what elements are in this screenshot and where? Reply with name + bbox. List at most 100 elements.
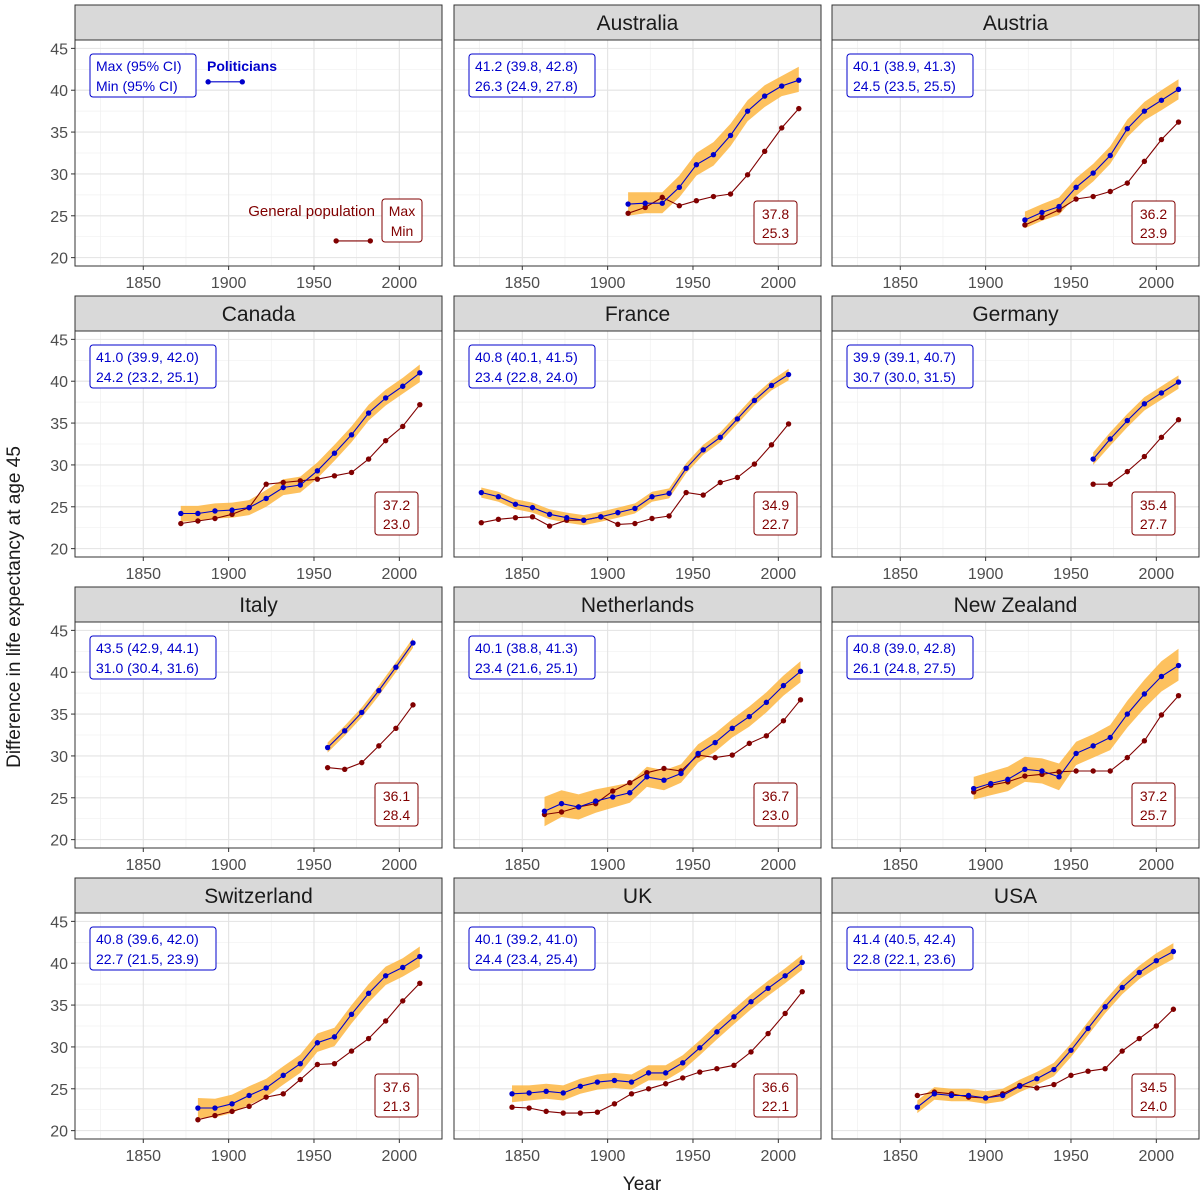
population-annotation-box bbox=[753, 782, 798, 827]
politicians-point bbox=[610, 794, 616, 800]
panel-title: Germany bbox=[972, 303, 1059, 326]
legend-politicians-sample-point bbox=[239, 79, 245, 85]
x-tick-label: 1950 bbox=[296, 275, 332, 292]
politicians-point bbox=[678, 770, 684, 777]
general-population-point bbox=[628, 1091, 635, 1097]
politicians-point bbox=[229, 1101, 235, 1107]
x-tick-label: 1950 bbox=[675, 1148, 711, 1165]
panel-border bbox=[453, 912, 822, 1140]
politicians-point bbox=[1068, 1047, 1074, 1053]
y-tick-label: 30 bbox=[50, 167, 68, 184]
politicians-annotation-box bbox=[846, 53, 974, 98]
general-population-point bbox=[1073, 196, 1079, 202]
politicians-max-label: 40.1 (38.8, 41.3) bbox=[475, 640, 578, 656]
politicians-point bbox=[246, 1092, 252, 1099]
politicians-annotation-box bbox=[468, 926, 596, 971]
general-population-line bbox=[1024, 121, 1179, 226]
politicians-point bbox=[779, 83, 785, 89]
legend-min-ci-label: Min (95% CI) bbox=[96, 78, 178, 94]
politicians-point bbox=[263, 495, 269, 502]
politicians-line bbox=[1092, 381, 1179, 460]
general-population-point bbox=[632, 520, 638, 527]
general-population-point bbox=[543, 1108, 549, 1115]
politicians-point bbox=[676, 184, 683, 191]
general-population-point bbox=[1124, 180, 1131, 186]
general-population-point bbox=[1068, 1072, 1074, 1079]
panel-title: New Zealand bbox=[954, 594, 1078, 617]
general-population-line bbox=[511, 991, 803, 1114]
general-population-point bbox=[714, 1065, 720, 1072]
politicians-point bbox=[751, 397, 758, 404]
politicians-max-label: 40.8 (40.1, 41.5) bbox=[475, 349, 578, 365]
general-population-point bbox=[1141, 453, 1148, 460]
politicians-annotation-box bbox=[89, 344, 217, 389]
general-population-point bbox=[710, 193, 717, 200]
x-tick-label: 2000 bbox=[1139, 1148, 1175, 1165]
politicians-point bbox=[729, 725, 735, 732]
politicians-point bbox=[563, 514, 570, 521]
politicians-point bbox=[1107, 436, 1113, 442]
politicians-point bbox=[509, 1091, 515, 1097]
politicians-point bbox=[280, 484, 286, 491]
politicians-point bbox=[376, 687, 382, 694]
population-max-label: 34.9 bbox=[762, 497, 789, 513]
politicians-point bbox=[700, 447, 706, 453]
panel-border bbox=[74, 330, 443, 558]
general-population-point bbox=[178, 520, 184, 527]
y-tick-label: 35 bbox=[50, 707, 68, 724]
politicians-point bbox=[229, 507, 235, 513]
politicians-point bbox=[575, 804, 582, 810]
x-tick-label: 1850 bbox=[125, 566, 161, 583]
panel-strip bbox=[831, 4, 1200, 41]
x-tick-label: 1950 bbox=[296, 857, 332, 874]
politicians-point bbox=[1175, 86, 1182, 93]
general-population-line bbox=[327, 704, 414, 770]
general-population-point bbox=[314, 1061, 321, 1068]
panel-border bbox=[453, 39, 822, 267]
politicians-point bbox=[714, 1029, 720, 1035]
politicians-annotation-box bbox=[468, 53, 596, 98]
x-tick-label: 2000 bbox=[382, 566, 418, 583]
politicians-point bbox=[417, 953, 423, 960]
legend-population-box bbox=[381, 198, 423, 243]
politicians-point bbox=[1051, 1066, 1057, 1073]
legend-max-label: Max bbox=[389, 203, 415, 219]
x-tick-label: 1950 bbox=[296, 566, 332, 583]
politicians-point bbox=[558, 800, 565, 807]
panel-austria: Austria 40.1 (38.9, 41.3) 24.5 (23.5, 25.5… bbox=[831, 4, 1200, 292]
x-tick-label: 1850 bbox=[504, 275, 540, 292]
y-tick-label: 40 bbox=[50, 374, 68, 391]
general-population-point bbox=[683, 489, 689, 496]
politicians-point bbox=[212, 1105, 218, 1111]
politicians-point bbox=[495, 494, 502, 500]
politicians-point bbox=[1124, 417, 1131, 424]
politicians-point bbox=[417, 370, 423, 376]
y-tick-label: 20 bbox=[50, 1124, 68, 1141]
general-population-point bbox=[1175, 119, 1182, 125]
politicians-point bbox=[359, 709, 365, 716]
politicians-max-label: 40.8 (39.6, 42.0) bbox=[96, 931, 199, 947]
politicians-point bbox=[348, 1011, 355, 1017]
x-tick-label: 2000 bbox=[1139, 566, 1175, 583]
politicians-point bbox=[1039, 209, 1045, 216]
panel-border bbox=[831, 912, 1200, 1140]
panel-title: Austria bbox=[983, 12, 1049, 35]
politicians-point bbox=[999, 1092, 1006, 1099]
population-max-label: 34.5 bbox=[1140, 1079, 1167, 1095]
politicians-point bbox=[1102, 1004, 1108, 1010]
x-tick-label: 1900 bbox=[968, 566, 1004, 583]
panel-strip bbox=[831, 877, 1200, 914]
x-tick-label: 1850 bbox=[125, 857, 161, 874]
politicians-point bbox=[744, 108, 751, 114]
general-population-point bbox=[744, 172, 751, 178]
x-tick-label: 1900 bbox=[968, 1148, 1004, 1165]
politicians-point bbox=[1056, 774, 1062, 780]
legend-population-sample-point bbox=[333, 238, 339, 244]
x-tick-label: 1850 bbox=[504, 857, 540, 874]
panel-france: France 40.8 (40.1, 41.5) 23.4 (22.8, 24.0)… bbox=[453, 295, 822, 583]
general-population-point bbox=[1056, 769, 1062, 775]
politicians-point bbox=[546, 511, 553, 518]
politicians-point bbox=[763, 699, 770, 706]
legend-politicians-box bbox=[89, 53, 197, 98]
general-population-point bbox=[644, 769, 650, 776]
